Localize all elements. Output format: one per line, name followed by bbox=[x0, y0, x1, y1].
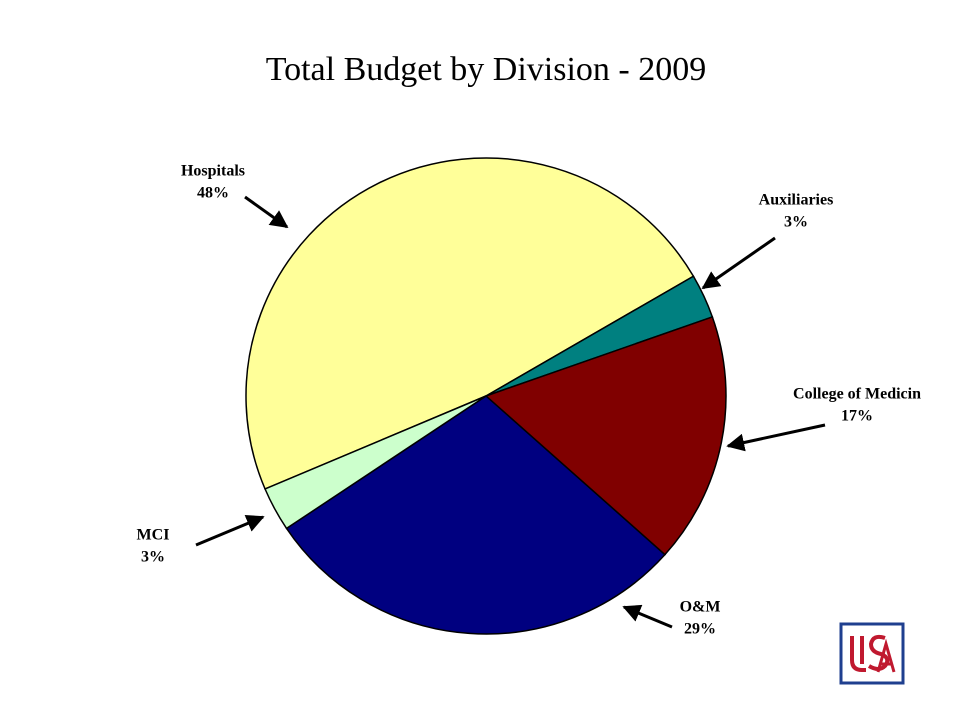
slice-label: Auxiliaries bbox=[759, 192, 834, 209]
chart-title: Total Budget by Division - 2009 bbox=[266, 51, 707, 88]
logo-u bbox=[850, 636, 866, 672]
slice-label: O&M bbox=[680, 599, 721, 616]
slice-label: College of Medicin bbox=[793, 386, 921, 403]
value-label: 29% bbox=[684, 621, 716, 638]
logo-s bbox=[867, 634, 890, 671]
label-arrow bbox=[622, 604, 673, 629]
label-arrow bbox=[701, 236, 776, 290]
value-label: 48% bbox=[197, 185, 229, 202]
slice-label: MCI bbox=[137, 527, 170, 544]
slice-label: Hospitals bbox=[181, 163, 245, 180]
label-arrow bbox=[244, 195, 289, 229]
value-label: 17% bbox=[841, 408, 873, 425]
pie-slice bbox=[484, 315, 727, 556]
pie-slice bbox=[245, 157, 695, 490]
logo-a bbox=[876, 638, 896, 673]
label-arrow bbox=[195, 514, 265, 547]
pie-slice bbox=[285, 395, 666, 635]
value-label: 3% bbox=[141, 549, 165, 566]
value-label: 3% bbox=[784, 214, 808, 231]
logo bbox=[839, 622, 905, 685]
label-arrow bbox=[726, 423, 826, 452]
pie-slice bbox=[264, 395, 487, 530]
